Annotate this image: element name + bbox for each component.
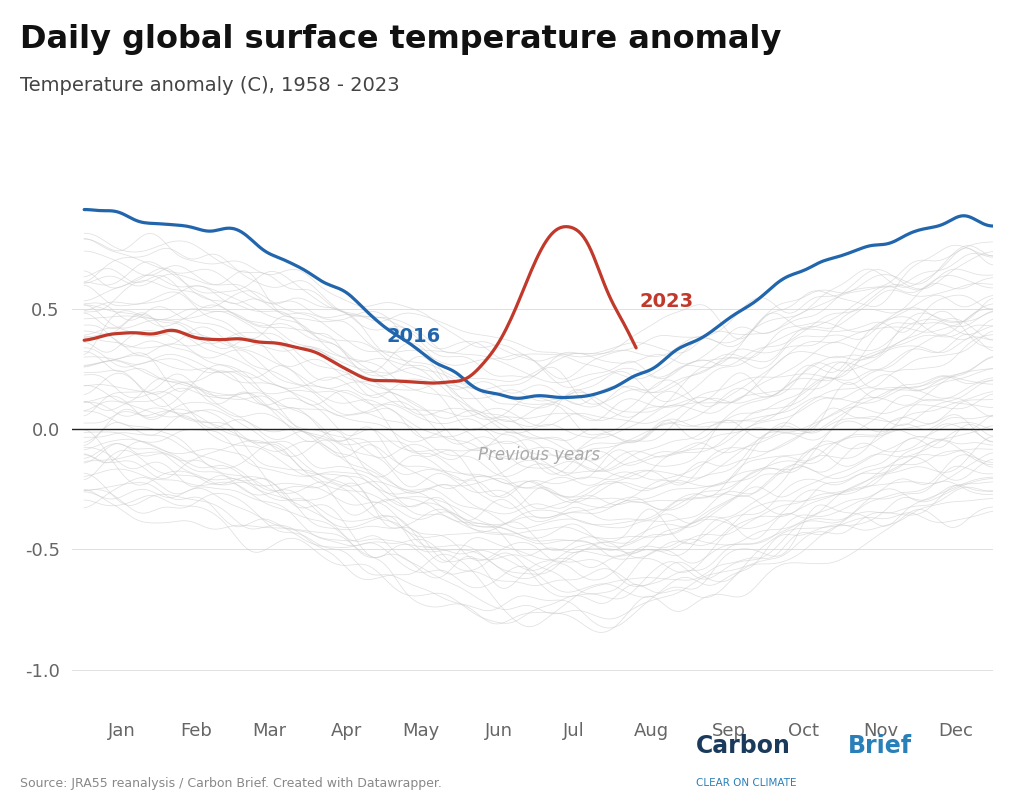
Text: Temperature anomaly (C), 1958 - 2023: Temperature anomaly (C), 1958 - 2023: [20, 76, 400, 95]
Text: 2023: 2023: [639, 292, 693, 310]
Text: Previous years: Previous years: [478, 447, 600, 464]
Text: Daily global surface temperature anomaly: Daily global surface temperature anomaly: [20, 24, 782, 55]
Text: CLEAR ON CLIMATE: CLEAR ON CLIMATE: [696, 778, 797, 788]
Text: Carbon: Carbon: [696, 734, 792, 758]
Text: Brief: Brief: [848, 734, 912, 758]
Text: 2016: 2016: [387, 327, 441, 346]
Text: Source: JRA55 reanalysis / Carbon Brief. Created with Datawrapper.: Source: JRA55 reanalysis / Carbon Brief.…: [20, 777, 442, 790]
